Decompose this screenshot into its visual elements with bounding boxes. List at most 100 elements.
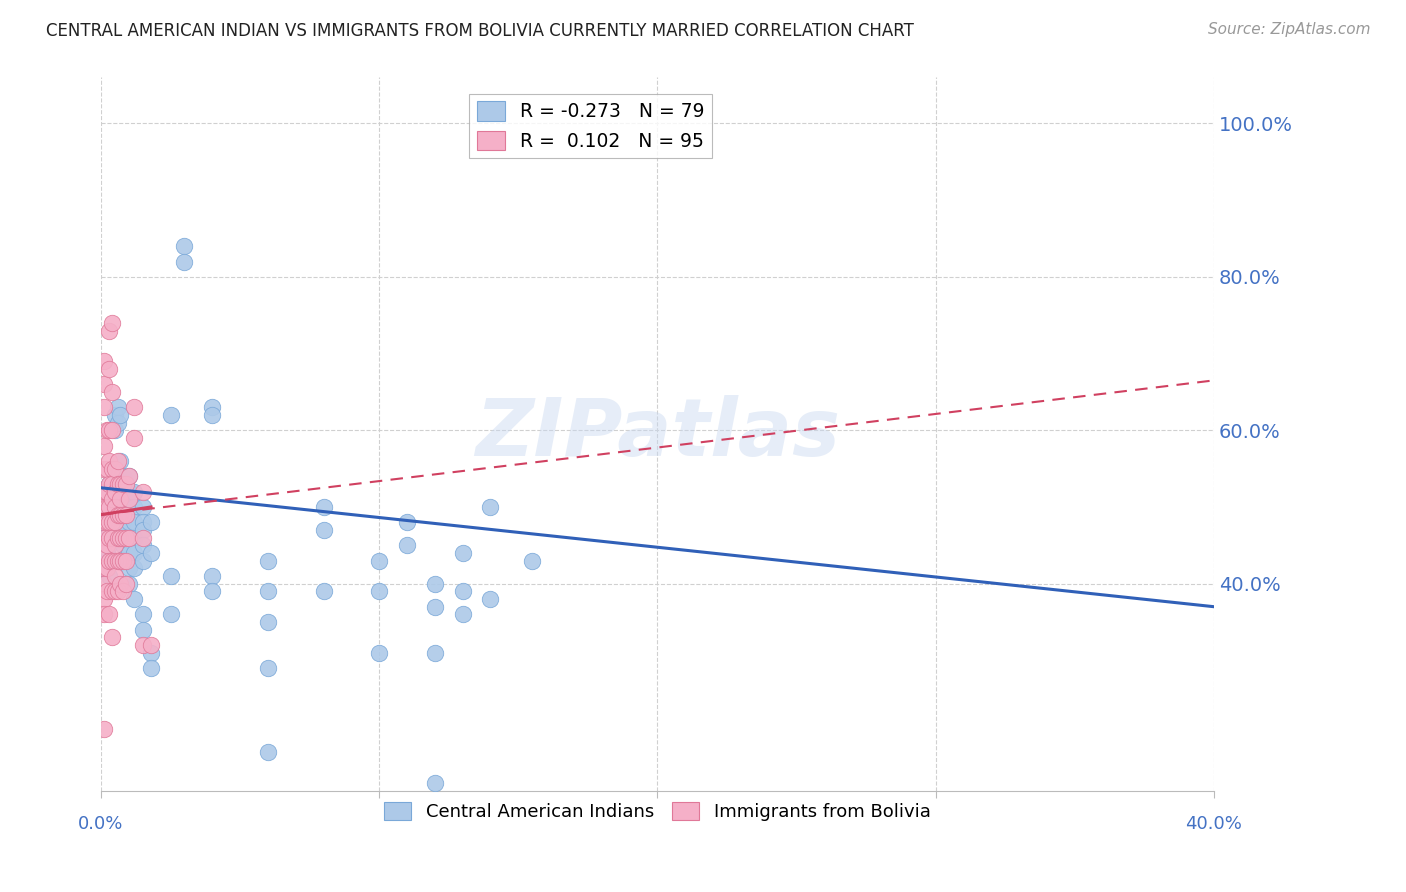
Point [124,500,146,514]
Point [115,554,138,568]
Point [93,516,115,530]
Point [98,554,121,568]
Point [93,576,115,591]
Point [139,661,162,675]
Point [101,461,124,475]
Point [96,561,118,575]
Point [107,584,129,599]
Point [124,592,146,607]
Point [110,454,132,468]
Point [112,523,135,537]
Point [131,484,153,499]
Point [101,531,124,545]
Point [96,561,118,575]
Point [118,531,141,545]
Point [110,508,132,522]
Point [98,324,121,338]
Point [98,516,121,530]
Point [201,401,224,415]
Point [96,584,118,599]
Point [201,408,224,422]
Point [451,584,474,599]
Point [124,561,146,575]
Point [131,538,153,552]
Point [115,477,138,491]
Point [93,500,115,514]
Point [93,461,115,475]
Point [257,746,280,760]
Point [118,469,141,483]
Point [124,431,146,445]
Point [98,477,121,491]
Point [257,615,280,629]
Point [98,531,121,545]
Point [112,500,135,514]
Point [131,607,153,622]
Point [118,576,141,591]
Point [110,554,132,568]
Point [104,538,127,552]
Point [139,646,162,660]
Point [107,416,129,430]
Point [201,584,224,599]
Point [104,461,127,475]
Point [124,546,146,560]
Point [107,554,129,568]
Point [124,531,146,545]
Point [98,477,121,491]
Point [93,484,115,499]
Point [104,484,127,499]
Point [112,469,135,483]
Point [98,538,121,552]
Text: ZIPatlas: ZIPatlas [475,395,839,473]
Point [104,516,127,530]
Point [124,516,146,530]
Point [93,546,115,560]
Point [98,500,121,514]
Text: 40.0%: 40.0% [1185,815,1241,833]
Point [257,554,280,568]
Point [201,569,224,583]
Point [118,516,141,530]
Point [312,523,335,537]
Point [104,500,127,514]
Point [96,461,118,475]
Point [107,401,129,415]
Point [96,492,118,507]
Point [110,500,132,514]
Point [96,554,118,568]
Point [96,484,118,499]
Point [479,592,502,607]
Point [124,484,146,499]
Point [93,439,115,453]
Point [101,516,124,530]
Point [98,607,121,622]
Point [112,584,135,599]
Point [423,776,446,790]
Point [423,576,446,591]
Point [101,500,124,514]
Text: CENTRAL AMERICAN INDIAN VS IMMIGRANTS FROM BOLIVIA CURRENTLY MARRIED CORRELATION: CENTRAL AMERICAN INDIAN VS IMMIGRANTS FR… [46,22,914,40]
Point [101,316,124,330]
Point [98,508,121,522]
Point [257,661,280,675]
Point [368,646,391,660]
Point [115,531,138,545]
Point [112,508,135,522]
Point [118,531,141,545]
Point [139,638,162,652]
Point [93,723,115,737]
Point [131,523,153,537]
Point [98,423,121,437]
Point [98,516,121,530]
Point [112,538,135,552]
Point [107,454,129,468]
Point [112,531,135,545]
Point [101,554,124,568]
Point [118,500,141,514]
Point [110,477,132,491]
Point [101,492,124,507]
Point [96,531,118,545]
Point [104,584,127,599]
Point [112,576,135,591]
